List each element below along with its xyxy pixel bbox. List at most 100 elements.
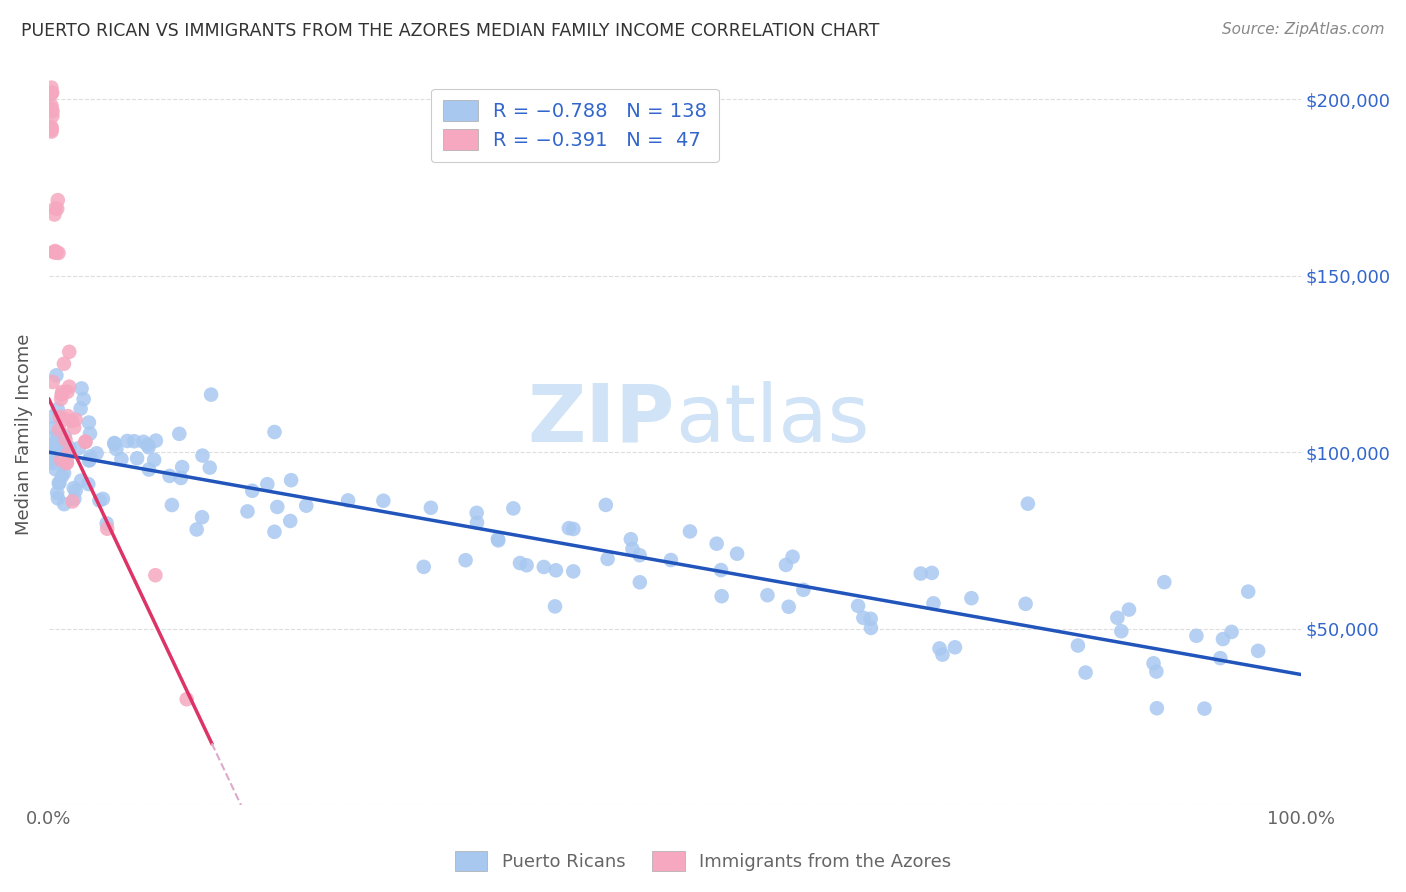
Point (176, 692, 198, 706)
Point (1118, 602, 1140, 616)
Point (53, 439, 76, 453)
Point (41, 123, 63, 137)
Point (679, 524, 702, 539)
Point (77, 416, 100, 430)
Point (725, 547, 748, 561)
Point (562, 565, 585, 579)
Point (191, 449, 214, 463)
Point (922, 596, 945, 610)
Point (48, 475, 70, 490)
Point (921, 566, 943, 580)
Point (45, 245, 67, 260)
Point (533, 560, 555, 574)
Point (544, 599, 567, 614)
Point (596, 552, 619, 566)
Point (1247, 644, 1270, 658)
Point (263, 425, 285, 439)
Point (48, 476, 70, 491)
Point (373, 493, 395, 508)
Point (58, 379, 80, 393)
Point (41, 86, 63, 100)
Point (45, 462, 67, 476)
Point (51, 387, 73, 401)
Point (756, 588, 779, 602)
Point (419, 500, 441, 515)
Point (509, 556, 531, 570)
Point (56, 455, 79, 469)
Point (172, 460, 194, 475)
Point (72, 392, 94, 406)
Point (620, 532, 643, 546)
Point (44, 244, 66, 258)
Point (145, 568, 167, 582)
Point (56, 384, 79, 399)
Point (558, 521, 581, 535)
Point (51, 469, 73, 483)
Point (1067, 639, 1090, 653)
Point (46, 432, 69, 446)
Point (931, 648, 953, 662)
Point (77, 453, 100, 467)
Point (852, 611, 875, 625)
Point (200, 387, 222, 401)
Point (595, 498, 617, 512)
Point (710, 563, 733, 577)
Point (77, 477, 100, 491)
Point (169, 426, 191, 441)
Point (51, 385, 73, 400)
Point (412, 559, 434, 574)
Point (44, 430, 66, 444)
Point (621, 541, 644, 556)
Point (65, 412, 87, 426)
Point (122, 434, 145, 449)
Point (42, 439, 65, 453)
Point (295, 499, 318, 513)
Point (46, 193, 69, 207)
Point (337, 493, 360, 508)
Point (1185, 629, 1208, 643)
Point (62, 481, 84, 495)
Point (170, 471, 193, 485)
Point (628, 575, 651, 590)
Point (58, 441, 80, 455)
Point (42, 438, 65, 452)
Point (1237, 584, 1260, 599)
Point (70, 474, 93, 488)
Point (42, 375, 65, 389)
Point (58, 344, 80, 359)
Point (63, 491, 86, 506)
Point (659, 553, 682, 567)
Point (89, 493, 111, 508)
Point (63, 420, 86, 434)
Point (46, 485, 69, 500)
Point (256, 477, 278, 491)
Point (544, 563, 567, 577)
Point (486, 533, 509, 548)
Point (45, 368, 67, 383)
Point (96, 522, 118, 536)
Text: Source: ZipAtlas.com: Source: ZipAtlas.com (1222, 22, 1385, 37)
Point (1194, 701, 1216, 715)
Point (846, 599, 869, 613)
Point (1014, 597, 1036, 611)
Point (79, 426, 101, 441)
Point (42, 421, 65, 435)
Point (41, 80, 63, 95)
Point (465, 516, 488, 530)
Point (1144, 665, 1167, 679)
Text: atlas: atlas (675, 381, 869, 458)
Point (60, 414, 83, 428)
Point (1153, 575, 1175, 590)
Point (75, 434, 97, 449)
Point (138, 462, 160, 476)
Point (266, 500, 288, 514)
Point (53, 440, 76, 454)
Point (1142, 657, 1164, 671)
Point (1111, 624, 1133, 639)
Point (39, 87, 62, 102)
Point (1017, 497, 1039, 511)
Point (706, 537, 728, 551)
Point (191, 510, 214, 524)
Point (1107, 611, 1129, 625)
Text: ZIP: ZIP (527, 381, 675, 458)
